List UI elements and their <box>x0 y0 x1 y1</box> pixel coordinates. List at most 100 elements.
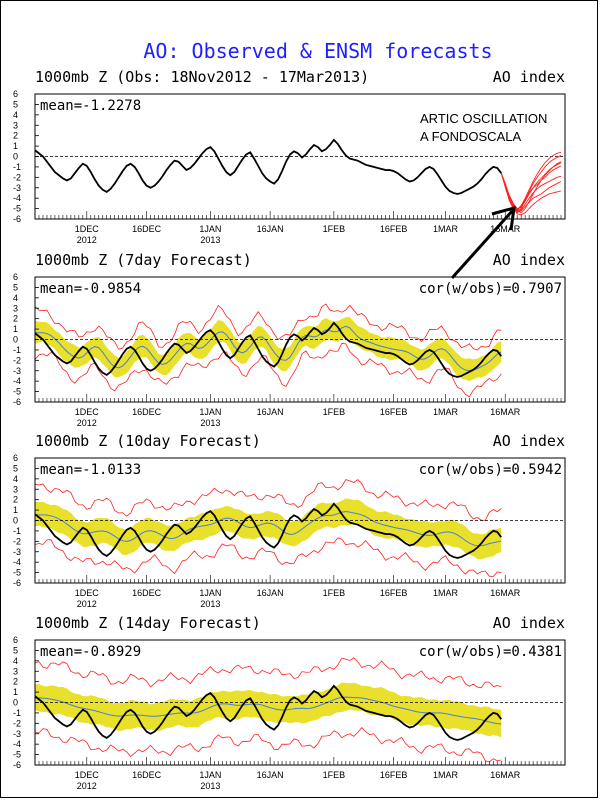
y-tick-label: -2 <box>13 536 21 546</box>
ensemble-lower-line <box>35 343 502 398</box>
x-tick-year: 2013 <box>200 781 220 791</box>
x-tick-year: 2013 <box>200 235 220 245</box>
ensemble-mean-line <box>35 325 502 372</box>
y-tick-label: -2 <box>13 355 21 365</box>
x-tick-year: 2012 <box>77 781 97 791</box>
y-tick-label: -1 <box>13 526 21 536</box>
plot-area <box>35 138 565 216</box>
observed-line <box>35 502 502 559</box>
annotation-line2: A FONDOSCALA <box>420 129 521 144</box>
y-tick-label: 6 <box>13 453 18 463</box>
y-tick-label: 0 <box>13 516 18 526</box>
y-tick-label: -2 <box>13 718 21 728</box>
ensemble-mean-line <box>35 696 502 725</box>
forecast-member-8 <box>500 173 562 213</box>
x-tick-label: 1JAN <box>199 407 221 417</box>
panel-title: 1000mb Z (Obs: 18Nov2012 - 17Mar2013) <box>35 68 369 86</box>
y-tick-label: 5 <box>13 645 18 655</box>
mean-label: mean=-0.9854 <box>40 281 141 297</box>
annotation: ARTIC OSCILLATION A FONDOSCALA <box>420 111 547 280</box>
y-tick-label: -1 <box>13 162 21 172</box>
x-tick-label: 16MAR <box>490 224 521 234</box>
x-tick-year: 2012 <box>77 235 97 245</box>
x-tick-label: 16FEB <box>380 770 408 780</box>
x-tick-label: 16DEC <box>132 224 162 234</box>
y-tick-label: -5 <box>13 204 21 214</box>
y-tick-label: -4 <box>13 376 21 386</box>
x-tick-label: 16JAN <box>257 224 284 234</box>
panel-title: 1000mb Z (14day Forecast) <box>35 614 261 632</box>
y-tick-label: 3 <box>13 484 18 494</box>
y-tick-label: -6 <box>13 214 21 224</box>
page-title: AO: Observed & ENSM forecasts <box>143 39 492 63</box>
y-tick-label: -6 <box>13 760 21 770</box>
y-tick-label: -3 <box>13 366 21 376</box>
x-tick-label: 1JAN <box>199 770 221 780</box>
x-tick-label: 1MAR <box>433 407 459 417</box>
plot-area <box>35 303 565 398</box>
y-tick-label: 0 <box>13 698 18 708</box>
y-tick-label: 1 <box>13 505 18 515</box>
ensemble-upper-line <box>35 479 502 521</box>
y-tick-label: -4 <box>13 739 21 749</box>
index-label: AO index <box>493 614 565 632</box>
correlation-label: cor(w/obs)=0.7907 <box>419 281 562 297</box>
y-tick-label: 1 <box>13 687 18 697</box>
chart-panel-3: 1000mb Z (10day Forecast) AO index mean=-1… <box>13 432 566 609</box>
x-tick-label: 1JAN <box>199 588 221 598</box>
x-tick-label: 1FEB <box>323 770 346 780</box>
observed-line <box>35 321 502 378</box>
y-tick-label: 2 <box>13 677 18 687</box>
annotation-arrow-head <box>491 205 516 231</box>
observed-line <box>35 138 502 195</box>
y-tick-label: 1 <box>13 324 18 334</box>
ensemble-band <box>35 498 502 560</box>
y-tick-label: -4 <box>13 193 21 203</box>
x-tick-label: 16FEB <box>380 224 408 234</box>
x-tick-label: 1FEB <box>323 588 346 598</box>
y-tick-label: -2 <box>13 172 21 182</box>
x-tick-label: 16MAR <box>490 588 521 598</box>
y-tick-label: 6 <box>13 89 18 99</box>
x-tick-year: 2012 <box>77 599 97 609</box>
chart-panel-4: 1000mb Z (14day Forecast) AO index mean=-0… <box>13 614 566 791</box>
ensemble-lower-line <box>35 727 502 763</box>
y-tick-label: 6 <box>13 635 18 645</box>
y-tick-label: -5 <box>13 750 21 760</box>
ensemble-lower-line <box>35 537 502 577</box>
ensemble-band <box>35 316 502 381</box>
correlation-label: cor(w/obs)=0.5942 <box>419 462 562 478</box>
chart-panel-1: 1000mb Z (Obs: 18Nov2012 - 17Mar2013) AO … <box>13 68 566 245</box>
x-tick-label: 1DEC <box>75 224 100 234</box>
y-tick-label: -5 <box>13 387 21 397</box>
y-tick-label: 5 <box>13 282 18 292</box>
x-tick-label: 16DEC <box>132 770 162 780</box>
x-tick-label: 1MAR <box>433 224 459 234</box>
chart-panel-2: 1000mb Z (7day Forecast) AO index mean=-0.… <box>13 251 566 428</box>
y-tick-label: -1 <box>13 345 21 355</box>
x-tick-label: 1FEB <box>323 224 346 234</box>
index-label: AO index <box>493 432 565 450</box>
y-tick-label: -3 <box>13 183 21 193</box>
plot-area <box>35 657 565 763</box>
y-tick-label: 4 <box>13 293 18 303</box>
y-tick-label: 3 <box>13 666 18 676</box>
index-label: AO index <box>493 251 565 269</box>
x-tick-label: 16DEC <box>132 588 162 598</box>
y-tick-label: -3 <box>13 547 21 557</box>
panel-title: 1000mb Z (10day Forecast) <box>35 432 261 450</box>
observed-line <box>35 684 502 741</box>
x-tick-label: 16JAN <box>257 407 284 417</box>
ensemble-upper-line <box>35 657 502 689</box>
x-tick-label: 16MAR <box>490 407 521 417</box>
x-tick-label: 16DEC <box>132 407 162 417</box>
correlation-label: cor(w/obs)=0.4381 <box>419 644 562 660</box>
y-tick-label: 0 <box>13 152 18 162</box>
x-tick-label: 1MAR <box>433 588 459 598</box>
forecast-member-7 <box>500 165 562 212</box>
annotation-line1: ARTIC OSCILLATION <box>420 111 547 126</box>
y-tick-label: -6 <box>13 397 21 407</box>
y-tick-label: -3 <box>13 729 21 739</box>
y-tick-label: 5 <box>13 99 18 109</box>
